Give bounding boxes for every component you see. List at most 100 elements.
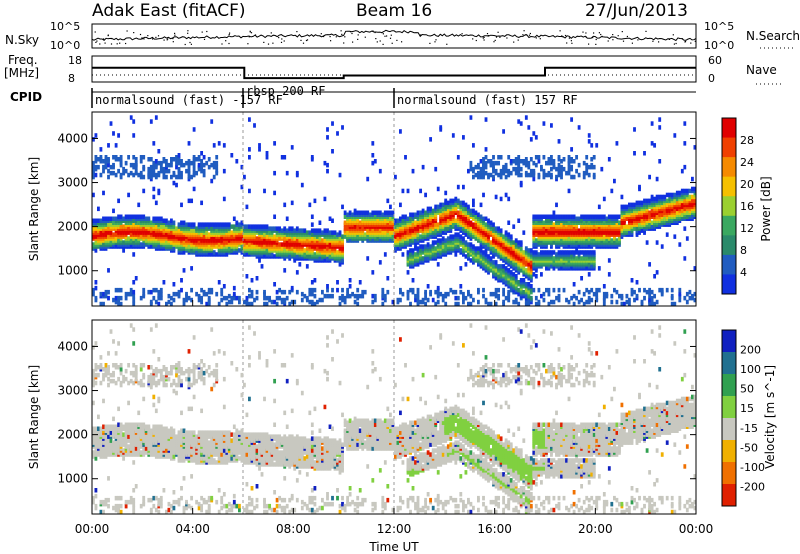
- power-cell: [321, 297, 324, 303]
- power-cell: [575, 155, 579, 160]
- power-cell: [215, 228, 219, 233]
- power-cell: [129, 291, 133, 297]
- power-cell: [524, 157, 528, 162]
- power-cell: [487, 218, 490, 223]
- power-cell: [615, 214, 619, 219]
- power-cell: [112, 220, 115, 225]
- power-cell: [177, 166, 181, 172]
- power-cell: [185, 160, 188, 166]
- power-cell: [404, 234, 407, 239]
- power-cell: [290, 285, 294, 291]
- power-cell: [446, 208, 450, 214]
- power-cell: [295, 289, 299, 295]
- power-cell: [524, 293, 528, 299]
- power-cell: [502, 164, 506, 170]
- power-cell: [351, 212, 355, 217]
- power-cell: [134, 214, 138, 219]
- power-cell: [172, 291, 176, 297]
- power-cell: [446, 226, 450, 231]
- power-cell: [592, 228, 596, 233]
- power-cell: [273, 226, 277, 231]
- power-cell: [529, 157, 533, 162]
- power-cell: [107, 216, 110, 221]
- power-cell: [414, 212, 417, 217]
- power-cell: [346, 291, 350, 297]
- power-cell: [514, 297, 518, 303]
- power-cell: [436, 222, 440, 227]
- power-cell: [640, 299, 644, 305]
- freq-unit: [MHz]: [4, 66, 39, 80]
- power-cell: [225, 301, 229, 307]
- power-cell: [484, 248, 488, 253]
- power-cell: [557, 166, 561, 172]
- power-cell: [625, 224, 629, 229]
- power-cell: [562, 262, 566, 267]
- power-cell: [295, 238, 299, 243]
- power-cell: [628, 230, 631, 235]
- power-cell: [451, 240, 455, 245]
- power-cell: [552, 226, 556, 231]
- power-cell: [512, 272, 516, 277]
- power-cell: [469, 220, 473, 225]
- power-cell: [502, 129, 506, 134]
- power-cell: [542, 214, 546, 219]
- power-cell: [426, 242, 430, 247]
- power-cell: [467, 246, 470, 251]
- power-cell: [416, 210, 420, 215]
- power-cell: [92, 164, 95, 170]
- power-cell: [165, 240, 168, 245]
- power-cell: [404, 214, 407, 219]
- power-cell: [114, 232, 118, 237]
- nsky-dot: [390, 34, 392, 36]
- power-cell: [547, 218, 551, 223]
- power-cell: [527, 172, 531, 178]
- power-cell: [615, 289, 619, 295]
- power-cell: [170, 295, 173, 301]
- nsky-dot: [494, 39, 496, 41]
- power-cell: [451, 210, 455, 215]
- power-cell: [494, 252, 498, 257]
- power-cell: [172, 297, 176, 303]
- power-cell: [482, 192, 485, 198]
- power-cell: [550, 166, 553, 172]
- power-cell: [688, 289, 692, 295]
- power-cell: [567, 220, 571, 225]
- power-cell: [678, 297, 682, 303]
- power-cell: [383, 210, 387, 215]
- power-cell: [529, 260, 533, 265]
- power-cell: [489, 159, 493, 164]
- power-cell: [313, 252, 317, 257]
- power-cell: [232, 216, 236, 221]
- power-cell: [192, 155, 196, 160]
- power-cell: [567, 299, 571, 305]
- nsky-dot: [420, 34, 422, 36]
- power-cell: [416, 295, 420, 301]
- power-cell: [310, 287, 314, 293]
- power-cell: [154, 224, 158, 229]
- power-cell: [411, 168, 415, 174]
- power-cell: [572, 250, 576, 255]
- power-cell: [275, 226, 279, 231]
- power-cell: [560, 164, 563, 170]
- power-cell: [424, 244, 428, 249]
- power-cell: [550, 172, 553, 178]
- power-cell: [494, 194, 498, 200]
- power-cell: [290, 226, 294, 231]
- nsky-dot: [668, 38, 670, 40]
- power-cell: [341, 234, 344, 239]
- power-cell: [557, 230, 561, 235]
- power-cell: [243, 299, 246, 305]
- freq-panel-frame: [91, 55, 697, 83]
- power-cell: [529, 137, 533, 142]
- power-cell: [265, 224, 269, 229]
- power-cell: [577, 228, 581, 233]
- power-cell: [406, 188, 410, 194]
- power-cell: [474, 164, 478, 170]
- nsky-dot: [497, 31, 499, 33]
- power-cell: [149, 289, 153, 295]
- power-cell: [570, 147, 574, 152]
- power-cell: [225, 222, 229, 227]
- power-cell: [361, 210, 365, 215]
- power-cell: [270, 226, 274, 231]
- power-cell: [685, 236, 689, 241]
